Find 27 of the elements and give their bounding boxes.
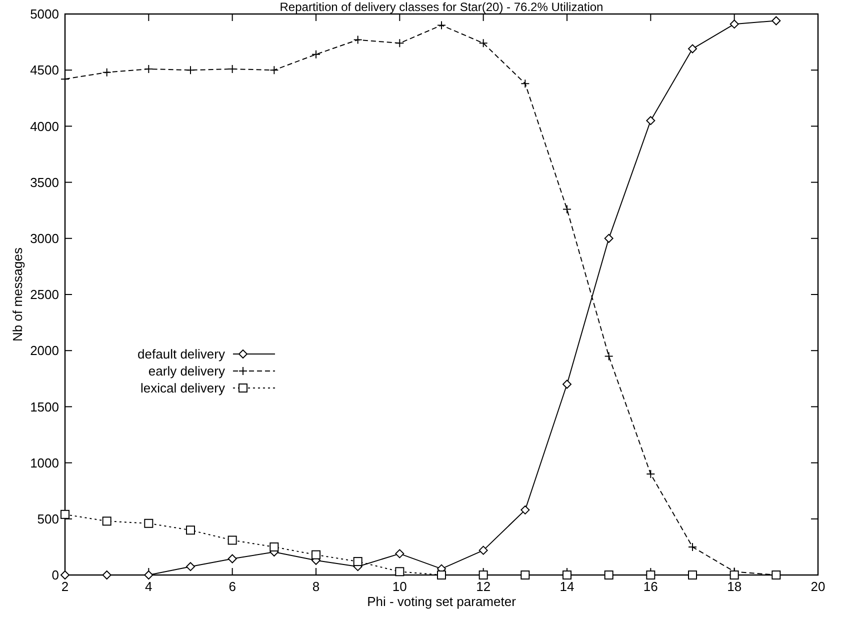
x-tick-label: 16	[643, 579, 658, 594]
x-tick-label: 20	[810, 579, 826, 594]
y-tick-label: 4500	[30, 62, 59, 78]
x-tick-label: 14	[560, 579, 574, 594]
x-tick-label: 12	[476, 579, 491, 594]
legend-label: default delivery	[138, 346, 226, 362]
x-tick-label: 4	[145, 579, 152, 594]
x-tick-label: 2	[61, 579, 69, 594]
y-tick-label: 500	[37, 511, 59, 526]
legend-label: early delivery	[148, 364, 226, 379]
y-tick-label: 3500	[30, 174, 59, 190]
x-tick-label: 6	[228, 579, 236, 594]
chart-title: Repartition of delivery classes for Star(20) - 76.2% Utilization	[280, 0, 604, 14]
y-axis-title: Nb of messages	[10, 247, 25, 342]
x-tick-label: 18	[727, 579, 742, 594]
y-tick-label: 3000	[30, 230, 59, 246]
y-tick-label: 5000	[30, 6, 59, 22]
y-tick-label: 1500	[30, 399, 59, 414]
x-axis-title: Phi - voting set parameter	[367, 594, 517, 609]
x-tick-label: 10	[392, 579, 407, 594]
legend-label: lexical delivery	[140, 380, 226, 396]
y-tick-label: 2000	[30, 343, 59, 358]
y-tick-label: 2500	[30, 287, 59, 302]
y-tick-label: 1000	[30, 455, 59, 470]
y-tick-label: 4000	[30, 118, 59, 134]
y-tick-label: 0	[52, 568, 59, 583]
x-tick-label: 8	[312, 579, 320, 594]
